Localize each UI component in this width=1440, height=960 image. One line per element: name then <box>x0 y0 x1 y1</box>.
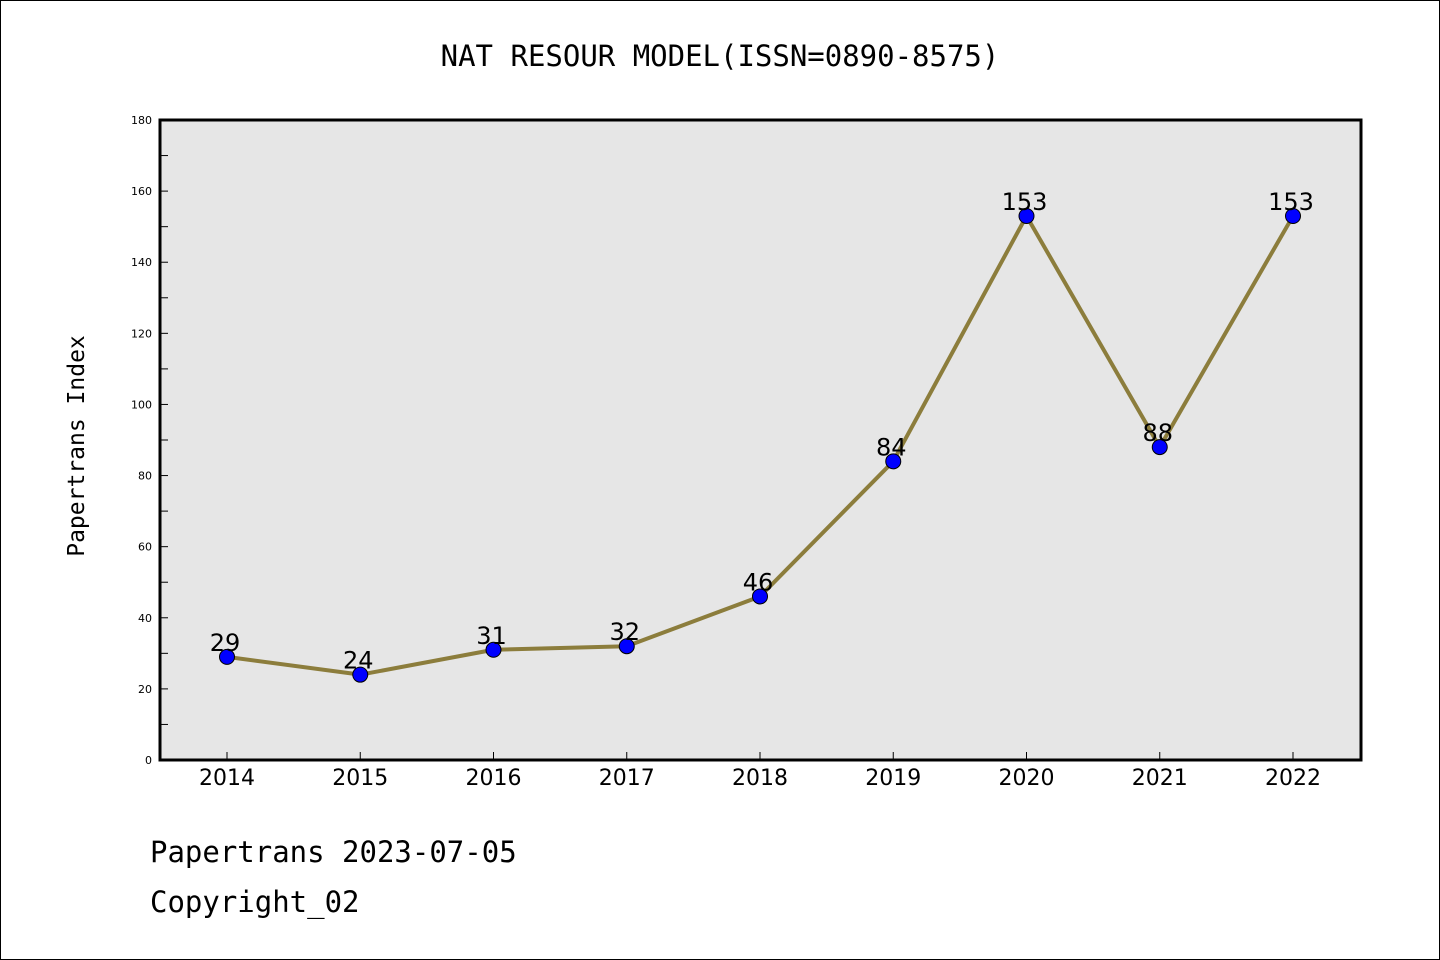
data-label: 31 <box>476 622 507 650</box>
data-label: 153 <box>1002 188 1048 216</box>
data-point <box>485 641 502 658</box>
x-tick-label: 2021 <box>1132 766 1188 791</box>
data-label: 29 <box>210 629 241 657</box>
data-label: 84 <box>876 433 907 461</box>
x-tick-label: 2019 <box>865 766 921 791</box>
data-point <box>219 648 235 665</box>
x-tick-label: 2014 <box>199 766 255 791</box>
plot-area <box>160 120 1361 760</box>
x-tick-label: 2016 <box>466 766 522 791</box>
footer-date-line: Papertrans 2023-07-05 <box>150 835 517 869</box>
data-point <box>885 453 902 470</box>
data-point <box>1285 208 1301 224</box>
data-point <box>1018 208 1035 224</box>
data-label: 46 <box>743 568 774 596</box>
data-label: 24 <box>343 647 374 675</box>
data-point <box>1151 439 1168 456</box>
y-tick-label: 60 <box>138 541 152 554</box>
y-tick-label: 180 <box>131 114 152 127</box>
plot-border <box>158 118 1363 762</box>
x-tick-label: 2020 <box>999 766 1055 791</box>
x-tick-label: 2015 <box>332 766 388 791</box>
data-label: 153 <box>1268 188 1314 216</box>
y-tick-label: 40 <box>138 612 152 625</box>
y-tick-label: 160 <box>131 185 152 198</box>
x-tick-label: 2022 <box>1265 766 1321 791</box>
footer-copyright: Copyright_02 <box>150 885 360 919</box>
data-label: 32 <box>609 618 640 646</box>
chart-title: NAT RESOUR MODEL(ISSN=0890-8575) <box>441 39 1000 73</box>
x-tick-label: 2017 <box>599 766 655 791</box>
data-point <box>352 666 369 683</box>
x-tick-label: 2018 <box>732 766 788 791</box>
y-tick-label: 120 <box>131 327 152 340</box>
y-tick-label: 100 <box>131 398 152 411</box>
y-tick-label: 80 <box>138 470 152 483</box>
x-axis: 2014 2015 2016 2017 2018 2019 2020 2021 2022 <box>199 752 1321 791</box>
data-point <box>618 638 635 655</box>
data-label: 88 <box>1142 419 1173 447</box>
y-tick-label: 140 <box>131 256 152 269</box>
data-labels: 29 24 31 32 46 84 153 88 153 <box>210 188 1314 675</box>
y-axis-label: Papertrans Index <box>64 335 90 557</box>
y-tick-label: 20 <box>138 683 152 696</box>
y-tick-label: 0 <box>145 754 152 767</box>
data-points <box>219 208 1301 683</box>
data-point <box>752 588 768 605</box>
